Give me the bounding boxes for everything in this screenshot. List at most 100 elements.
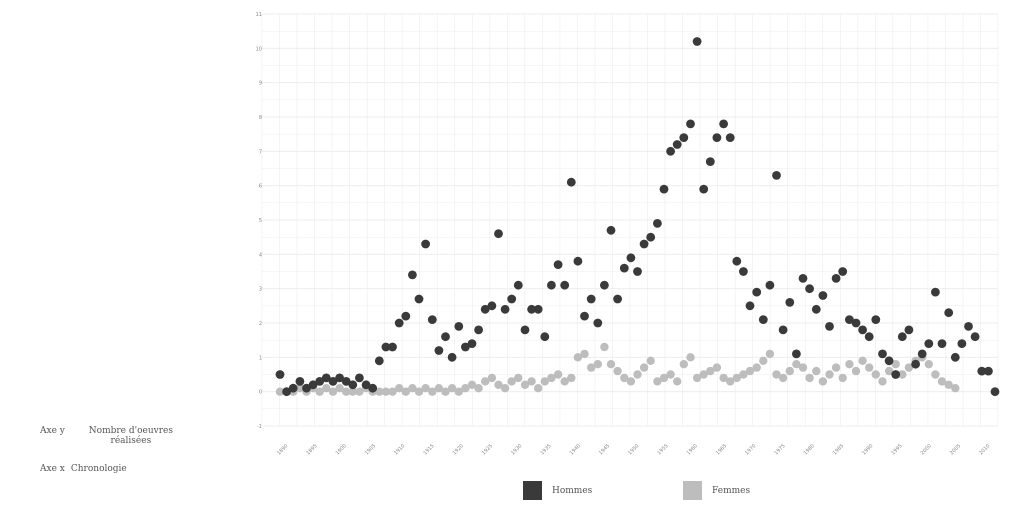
- data-point-femmes: [388, 387, 397, 396]
- data-point-hommes: [467, 339, 477, 348]
- x-axis-ticks: 1890 1895 1900 1905 1910 1915 1920 1925 1930 1935…: [276, 443, 991, 456]
- data-point-femmes: [944, 380, 953, 389]
- data-point-femmes: [865, 363, 874, 372]
- data-point-femmes: [792, 360, 801, 369]
- data-point-hommes: [752, 287, 762, 297]
- data-point-femmes: [778, 373, 788, 383]
- data-point-femmes: [494, 380, 503, 389]
- x-tick-label: 1895: [305, 443, 318, 456]
- data-point-femmes: [335, 384, 344, 393]
- data-point-femmes: [421, 384, 430, 393]
- data-point-hommes: [897, 332, 907, 342]
- data-point-hommes: [408, 270, 417, 280]
- data-point-hommes: [646, 232, 656, 242]
- data-point-hommes: [441, 332, 450, 342]
- data-point-hommes: [275, 370, 285, 379]
- data-point-hommes: [672, 140, 682, 149]
- data-point-femmes: [481, 377, 490, 386]
- data-point-femmes: [673, 377, 682, 386]
- x-tick-label: 1890: [276, 443, 289, 456]
- data-point-hommes: [540, 332, 550, 342]
- data-point-hommes: [666, 146, 675, 156]
- data-point-femmes: [646, 356, 655, 365]
- data-point-hommes: [302, 383, 311, 393]
- data-point-hommes: [573, 256, 583, 266]
- data-point-femmes: [600, 342, 609, 352]
- data-point-femmes: [328, 387, 338, 396]
- data-point-hommes: [712, 133, 722, 143]
- y-axis-key-label: Axe y: [40, 426, 65, 436]
- data-point-hommes: [944, 308, 954, 318]
- y-tick-label: 8: [259, 115, 262, 121]
- data-point-hommes: [845, 315, 854, 324]
- data-point-hommes: [328, 377, 338, 386]
- x-tick-label: 1915: [422, 443, 435, 456]
- x-tick-label: 2000: [920, 443, 933, 456]
- data-point-femmes: [699, 370, 708, 379]
- data-point-hommes: [374, 356, 384, 366]
- data-point-femmes: [851, 366, 861, 376]
- data-point-hommes: [984, 366, 993, 376]
- data-point-hommes: [533, 304, 543, 314]
- data-point-hommes: [355, 373, 364, 383]
- data-point-femmes: [434, 384, 444, 393]
- data-point-hommes: [825, 322, 834, 331]
- x-tick-label: 1975: [773, 443, 786, 456]
- data-point-hommes: [864, 332, 874, 342]
- data-point-femmes: [540, 377, 549, 386]
- data-point-hommes: [394, 318, 404, 328]
- data-point-femmes: [653, 377, 662, 386]
- data-point-femmes: [686, 353, 695, 362]
- data-point-hommes: [798, 274, 808, 283]
- legend-item-femmes: Femmes: [683, 481, 750, 500]
- data-point-femmes: [467, 380, 477, 389]
- data-point-femmes: [461, 384, 470, 393]
- data-point-hommes: [950, 352, 960, 362]
- data-point-hommes: [593, 318, 603, 328]
- data-point-hommes: [553, 260, 563, 269]
- data-point-femmes: [573, 353, 583, 362]
- data-point-femmes: [931, 370, 940, 379]
- data-point-hommes: [758, 315, 768, 324]
- data-point-hommes: [725, 133, 735, 143]
- data-point-femmes: [838, 373, 847, 383]
- x-tick-label: 1920: [452, 443, 465, 456]
- data-point-hommes: [500, 304, 510, 314]
- y-axis-key: Axe y Nombre d'oeuvres réalisées: [40, 426, 191, 446]
- data-point-hommes: [858, 325, 867, 335]
- data-point-femmes: [620, 373, 629, 383]
- legend-swatch-femmes: [683, 481, 702, 500]
- data-point-hommes: [659, 184, 669, 194]
- data-point-hommes: [765, 280, 775, 290]
- data-point-hommes: [957, 339, 967, 348]
- x-tick-label: 1930: [510, 443, 523, 456]
- data-point-hommes: [745, 301, 755, 311]
- data-point-femmes: [726, 377, 735, 386]
- data-point-hommes: [321, 373, 331, 383]
- y-axis-ticks: -1 0 1 2 3 4 5 6 7 8 9 10 11: [256, 12, 262, 430]
- data-point-femmes: [593, 360, 602, 369]
- data-point-hommes: [911, 359, 920, 369]
- data-point-hommes: [547, 280, 556, 290]
- x-axis-key: Axe x Chronologie: [40, 464, 127, 474]
- data-point-femmes: [659, 373, 669, 383]
- data-point-femmes: [401, 387, 410, 396]
- data-point-hommes: [335, 373, 344, 383]
- data-point-femmes: [845, 360, 854, 369]
- data-point-femmes: [739, 370, 748, 379]
- y-tick-label: 11: [256, 12, 262, 18]
- data-point-femmes: [712, 363, 722, 372]
- data-point-femmes: [765, 349, 775, 359]
- y-tick-label: -1: [257, 424, 262, 430]
- data-point-femmes: [871, 370, 880, 379]
- data-point-femmes: [567, 373, 576, 383]
- data-point-hommes: [474, 325, 483, 335]
- data-point-hommes: [427, 315, 437, 324]
- data-point-hommes: [348, 380, 358, 390]
- data-point-femmes: [858, 356, 867, 365]
- y-tick-label: 9: [259, 81, 262, 87]
- data-point-hommes: [507, 294, 517, 304]
- data-point-hommes: [295, 377, 305, 386]
- data-point-hommes: [692, 37, 702, 46]
- x-tick-label: 1990: [861, 443, 874, 456]
